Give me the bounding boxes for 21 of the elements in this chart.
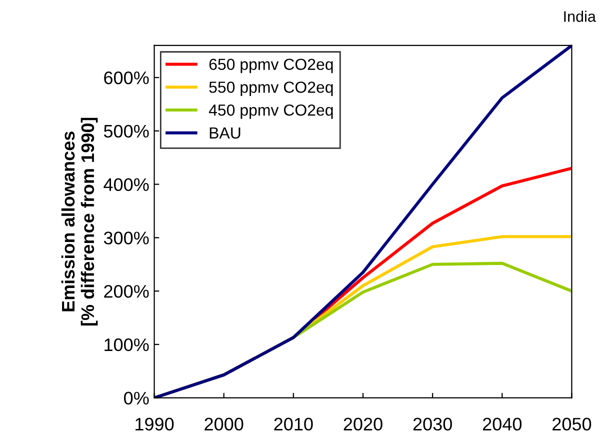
- y-tick-label: 100%: [104, 338, 149, 352]
- x-tick-label: 2050: [552, 418, 592, 431]
- legend-label: BAU: [210, 127, 240, 139]
- y-axis-title: Emission allowances [% difference from 1990]: [61, 118, 98, 326]
- line-series: [154, 45, 572, 398]
- y-tick-label: 200%: [104, 284, 149, 298]
- legend-label: 550 ppmv CO2eq: [209, 82, 333, 96]
- y-tick-label: 600%: [104, 71, 149, 84]
- y-tick-label: 300%: [104, 232, 149, 244]
- x-tick-label: 1990: [136, 418, 174, 431]
- y-tick-label: 500%: [104, 124, 149, 138]
- x-tick-label: 2020: [344, 418, 382, 431]
- x-tick-label: 2010: [274, 418, 313, 431]
- x-tick-label: 2030: [413, 418, 452, 431]
- x-tick-label: 2040: [482, 418, 522, 431]
- x-tick-label: 2000: [204, 418, 244, 431]
- chart-title: India: [564, 10, 596, 22]
- legend-label: 650 ppmv CO2eq: [209, 58, 333, 74]
- y-tick-label: 400%: [104, 178, 149, 192]
- legend-label: 450 ppmv CO2eq: [208, 104, 333, 119]
- y-tick-label: 0%: [124, 392, 149, 405]
